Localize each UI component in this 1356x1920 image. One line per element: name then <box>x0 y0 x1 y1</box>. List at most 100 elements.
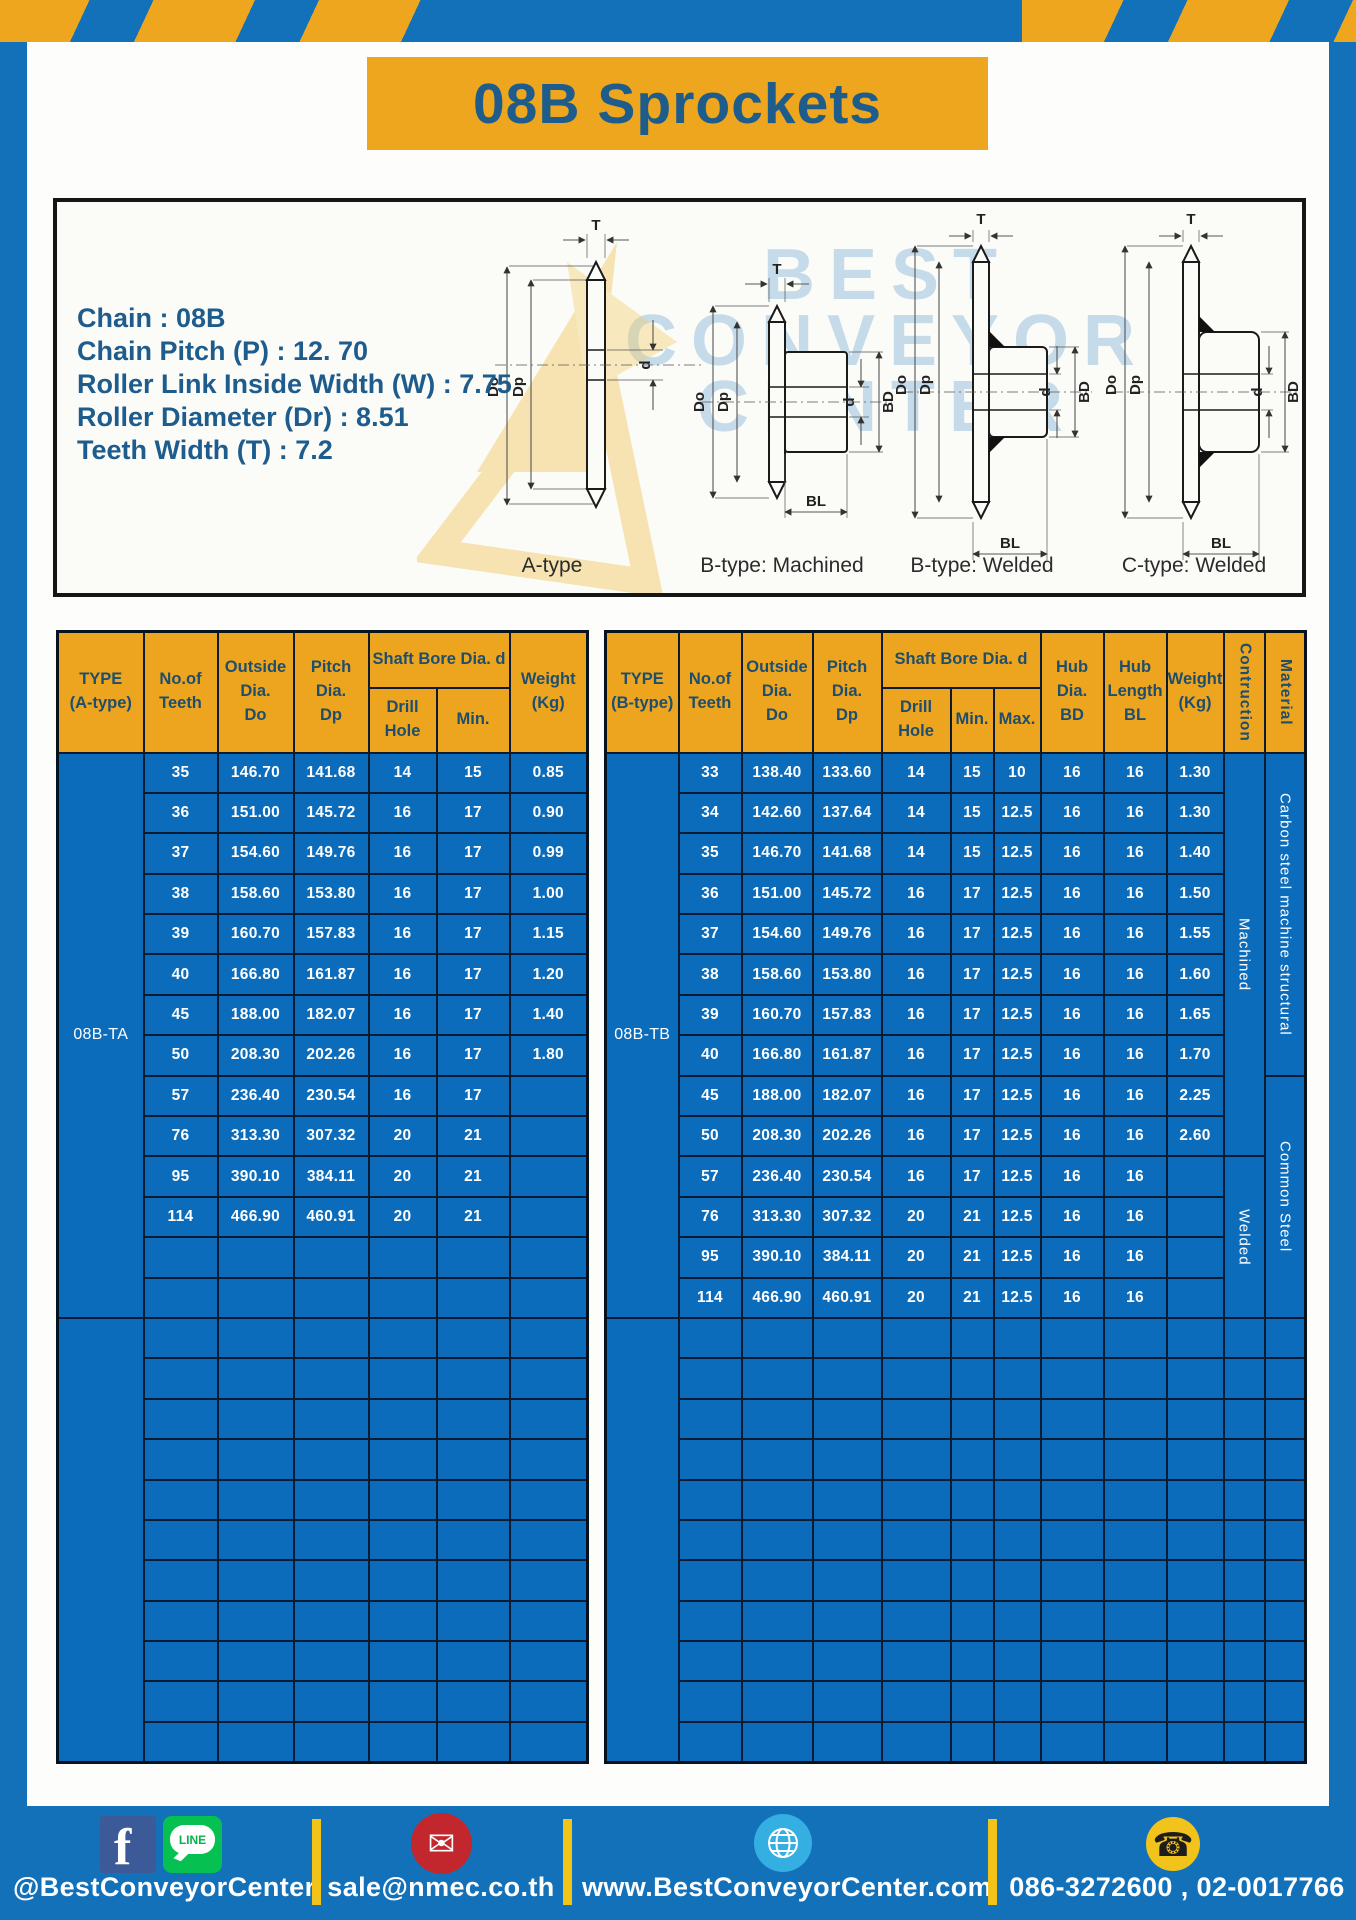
dim-label-bl: BL <box>1211 535 1231 552</box>
col-header-max: Max. <box>992 686 1042 754</box>
facebook-icon: f <box>100 1816 156 1873</box>
globe-icon <box>754 1814 812 1872</box>
data-cell: 146.70 <box>740 832 814 875</box>
data-cell <box>508 1115 589 1158</box>
data-cell: 12.5 <box>992 791 1042 835</box>
empty-cell <box>435 1518 511 1562</box>
data-cell: 2.25 <box>1165 1074 1225 1118</box>
dim-label-bl: BL <box>1000 535 1020 552</box>
material-cell: Common Steel <box>1263 1074 1307 1319</box>
data-cell: 17 <box>435 913 511 956</box>
data-cell: 16 <box>1039 913 1105 956</box>
data-cell: 21 <box>435 1155 511 1198</box>
empty-cell <box>880 1316 952 1360</box>
empty-cell <box>1102 1640 1168 1683</box>
empty-cell <box>740 1438 814 1481</box>
table-row: 95 390.10 384.11 20 21 12.5 16 16 <box>606 1236 1306 1279</box>
data-cell: 153.80 <box>811 953 883 996</box>
data-cell: 21 <box>435 1115 511 1158</box>
spec-table-a-type: TYPE (A-type) No.of Teeth Outside Dia. Do P… <box>56 630 589 1765</box>
data-cell: 157.83 <box>292 913 370 956</box>
empty-cell <box>1102 1478 1168 1521</box>
data-cell: 14 <box>880 832 952 875</box>
empty-cell <box>811 1559 883 1602</box>
phone-icon: ☎ <box>1146 1817 1200 1871</box>
empty-cell <box>142 1599 219 1643</box>
data-cell <box>142 1236 219 1279</box>
dim-label-t: T <box>591 217 600 234</box>
empty-cell <box>367 1640 438 1683</box>
drawing-label-c-welded: C-type: Welded <box>1121 554 1267 577</box>
empty-cell <box>880 1720 952 1764</box>
data-cell: 39 <box>677 993 743 1037</box>
empty-cell <box>435 1397 511 1441</box>
data-cell: 14 <box>880 751 952 794</box>
data-cell: 16 <box>1039 993 1105 1037</box>
data-cell: 16 <box>1102 993 1168 1037</box>
empty-cell <box>1165 1518 1225 1562</box>
empty-cell <box>508 1680 589 1723</box>
empty-cell <box>1165 1720 1225 1764</box>
col-header-weight: Weight (Kg) <box>1165 630 1225 754</box>
table-row <box>58 1518 589 1562</box>
dim-label-do: Do <box>691 392 708 412</box>
data-cell: 17 <box>435 953 511 996</box>
empty-cell <box>216 1640 295 1683</box>
data-cell: 16 <box>367 832 438 875</box>
empty-cell <box>1222 1357 1266 1400</box>
data-cell <box>1165 1195 1225 1239</box>
empty-cell <box>880 1357 952 1400</box>
empty-cell <box>949 1680 995 1723</box>
data-cell: 20 <box>367 1155 438 1198</box>
data-cell: 15 <box>949 751 995 794</box>
data-cell: 15 <box>435 751 511 794</box>
line-icon: LINE <box>163 1816 222 1873</box>
data-cell: 12.5 <box>992 1074 1042 1118</box>
data-cell: 1.50 <box>1165 872 1225 916</box>
line-bubble: LINE <box>170 1825 215 1854</box>
dim-label-bd: BD <box>880 391 897 413</box>
data-cell: 16 <box>1102 791 1168 835</box>
empty-cell <box>216 1559 295 1602</box>
data-cell: 1.80 <box>508 1034 589 1077</box>
data-cell: 95 <box>142 1155 219 1198</box>
data-cell <box>1165 1276 1225 1319</box>
data-cell <box>508 1276 589 1319</box>
data-cell: 37 <box>142 832 219 875</box>
data-cell: 16 <box>367 953 438 996</box>
empty-cell <box>949 1559 995 1602</box>
empty-cell <box>740 1518 814 1562</box>
empty-cell <box>1039 1599 1105 1643</box>
empty-cell <box>216 1599 295 1643</box>
empty-cell <box>1263 1680 1307 1723</box>
dim-label-d: d <box>637 360 654 369</box>
empty-cell <box>1039 1357 1105 1400</box>
empty-cell <box>508 1357 589 1400</box>
b-type-machined-drawing: T Do Dp d BD BL <box>691 261 897 518</box>
data-cell: 145.72 <box>292 791 370 835</box>
empty-cell <box>1263 1438 1307 1481</box>
type-cell <box>604 1316 680 1764</box>
data-cell: 17 <box>435 993 511 1037</box>
data-cell <box>508 1236 589 1279</box>
col-header-shaft: Shaft Bore Dia. d <box>367 630 511 689</box>
table-row <box>58 1438 589 1481</box>
col-header-min: Min. <box>949 686 995 754</box>
empty-cell <box>880 1438 952 1481</box>
data-cell: 15 <box>949 791 995 835</box>
table-row: 57 236.40 230.54 16 17 <box>58 1074 589 1118</box>
empty-cell <box>1102 1518 1168 1562</box>
empty-cell <box>1102 1357 1168 1400</box>
data-cell: 12.5 <box>992 872 1042 916</box>
empty-cell <box>740 1680 814 1723</box>
table-row: 36 151.00 145.72 16 17 12.5 16 16 1.50 <box>606 872 1306 916</box>
data-cell: 16 <box>1102 832 1168 875</box>
empty-cell <box>740 1478 814 1521</box>
empty-cell <box>142 1316 219 1360</box>
empty-cell <box>1102 1438 1168 1481</box>
data-cell: 133.60 <box>811 751 883 794</box>
frame-right <box>1329 42 1356 1806</box>
empty-cell <box>1165 1397 1225 1441</box>
data-cell: 33 <box>677 751 743 794</box>
empty-cell <box>992 1599 1042 1643</box>
